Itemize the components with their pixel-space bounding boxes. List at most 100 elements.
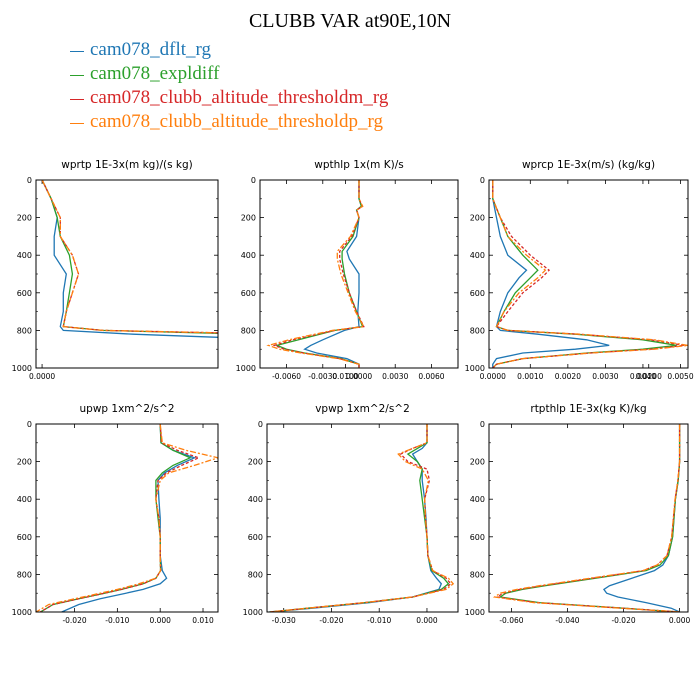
legend: cam078_dflt_rg cam078_expldiff cam078_cl… [70,38,388,134]
y-tick-label: 600 [470,289,485,298]
legend-label: cam078_expldiff [90,63,220,84]
x-tick-label: -0.030 [272,616,296,625]
series-line [41,180,218,338]
series-line [36,424,218,612]
series-line [498,424,681,612]
series-line [495,424,681,612]
series-line [492,180,685,368]
x-tick-label: 0.0030 [592,372,618,381]
legend-swatch [70,122,84,124]
y-tick-label: 800 [241,326,256,335]
y-tick-label: 600 [241,289,256,298]
y-tick-label: 400 [17,495,32,504]
series-line [492,180,688,368]
plot-frame [259,179,459,369]
y-tick-label: 400 [248,495,263,504]
chart-panel: wprtp 1E-3x(m kg)/(s kg) 0 200 400 600 800 100… [12,159,662,381]
chart-title: wprcp 1E-3x(m/s) (kg/kg) [522,159,655,171]
legend-label: cam078_dflt_rg [90,39,212,60]
x-tick-label: 0.0050 [667,372,693,381]
figure-title: CLUBB VAR at90E,10N [248,10,452,32]
x-tick-label: 0.0010 [517,372,543,381]
y-tick-label: 600 [248,533,263,542]
y-tick-label: 400 [470,495,485,504]
y-tick-label: 400 [241,251,256,260]
x-tick-label: -0.010 [105,616,129,625]
x-tick-label: 0.0020 [555,372,581,381]
chart-title: upwp 1xm^2/s^2 [80,403,175,415]
chart-panel: vpwp 1xm^2/s^2 0 200 400 600 800 1000 -0.030 -0.… [243,403,459,625]
y-tick-label: 200 [470,214,485,223]
chart-panel: wprcp 1E-3x(m/s) (kg/kg) 0 200 400 600 800 100… [465,159,694,381]
y-tick-label: 0 [480,420,485,429]
plot-frame [488,423,689,613]
chart-panel: wpthlp 1x(m K)/s 0 200 400 600 800 1000 -0.0060… [236,159,459,381]
series-line [274,180,364,368]
chart-title: wpthlp 1x(m K)/s [314,159,404,171]
y-tick-label: 200 [241,214,256,223]
series-line [602,424,681,612]
y-tick-label: 0 [27,420,32,429]
x-tick-label: -0.060 [499,616,523,625]
x-tick-label: 0.0060 [418,372,444,381]
plot-frame [35,423,219,613]
y-tick-label: 1000 [12,364,32,373]
y-tick-label: 200 [248,458,263,467]
y-tick-label: 200 [17,458,32,467]
y-tick-label: 800 [470,326,485,335]
legend-item: cam078_dflt_rg [70,38,388,62]
y-tick-label: 1000 [465,608,485,617]
series-line [269,424,443,612]
series-line [39,424,192,612]
x-tick-label: -0.040 [555,616,579,625]
chart-title: vpwp 1xm^2/s^2 [315,403,410,415]
series-line [269,424,455,612]
x-tick-label: 0.000 [416,616,438,625]
y-tick-label: 1000 [236,364,256,373]
y-tick-label: 800 [248,570,263,579]
y-tick-label: 800 [470,570,485,579]
series-line [41,180,218,334]
legend-item: cam078_clubb_altitude_thresholdm_rg [70,86,388,110]
y-tick-label: 0 [251,176,256,185]
y-tick-label: 800 [17,326,32,335]
legend-item: cam078_expldiff [70,62,388,86]
y-tick-label: 400 [470,251,485,260]
x-tick-label: -0.0030 [308,372,337,381]
series-line [269,424,450,612]
x-tick-label: 0.0200 [636,372,662,381]
legend-label: cam078_clubb_altitude_thresholdp_rg [90,111,384,132]
series-line [266,180,365,368]
x-tick-label: 0.0040 [630,372,656,381]
y-tick-label: 0 [27,176,32,185]
series-line [39,424,201,612]
series-line [61,424,197,612]
series-line [492,180,610,368]
legend-swatch [70,74,84,76]
y-tick-label: 600 [17,289,32,298]
y-tick-label: 1000 [243,608,263,617]
chart-title: rtpthlp 1E-3x(kg K)/kg [530,403,646,415]
y-tick-label: 600 [470,533,485,542]
legend-swatch [70,98,84,100]
chart-title: wprtp 1E-3x(m kg)/(s kg) [61,159,192,171]
y-tick-label: 200 [470,458,485,467]
series-line [272,180,365,368]
series-line [492,424,681,612]
x-tick-label: 0.010 [192,616,214,625]
series-line [41,180,218,334]
plot-frame [35,179,219,369]
chart-panel: upwp 1xm^2/s^2 0 200 400 600 800 1000 -0.020 -0.… [12,403,219,625]
legend-item: cam078_clubb_altitude_thresholdp_rg [70,110,388,134]
series-line [303,180,363,368]
x-tick-label: -0.020 [319,616,343,625]
y-tick-label: 600 [17,533,32,542]
x-tick-label: -0.020 [62,616,86,625]
x-tick-label: -0.020 [611,616,635,625]
x-tick-label: 0.000 [669,616,691,625]
y-tick-label: 800 [17,570,32,579]
y-tick-label: 200 [17,214,32,223]
x-tick-label: 0.0030 [382,372,408,381]
series-line [269,424,452,612]
